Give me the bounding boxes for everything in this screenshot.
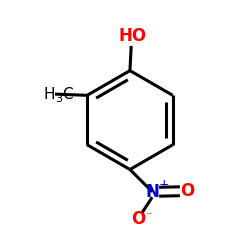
Text: N: N bbox=[145, 183, 159, 201]
Text: O: O bbox=[180, 182, 194, 200]
Text: ⁻: ⁻ bbox=[145, 210, 152, 223]
Text: C: C bbox=[62, 86, 72, 102]
Text: O: O bbox=[132, 210, 146, 228]
Text: H: H bbox=[44, 86, 55, 102]
Text: HO: HO bbox=[118, 27, 146, 45]
Text: +: + bbox=[159, 178, 169, 191]
Text: 3: 3 bbox=[55, 94, 62, 104]
